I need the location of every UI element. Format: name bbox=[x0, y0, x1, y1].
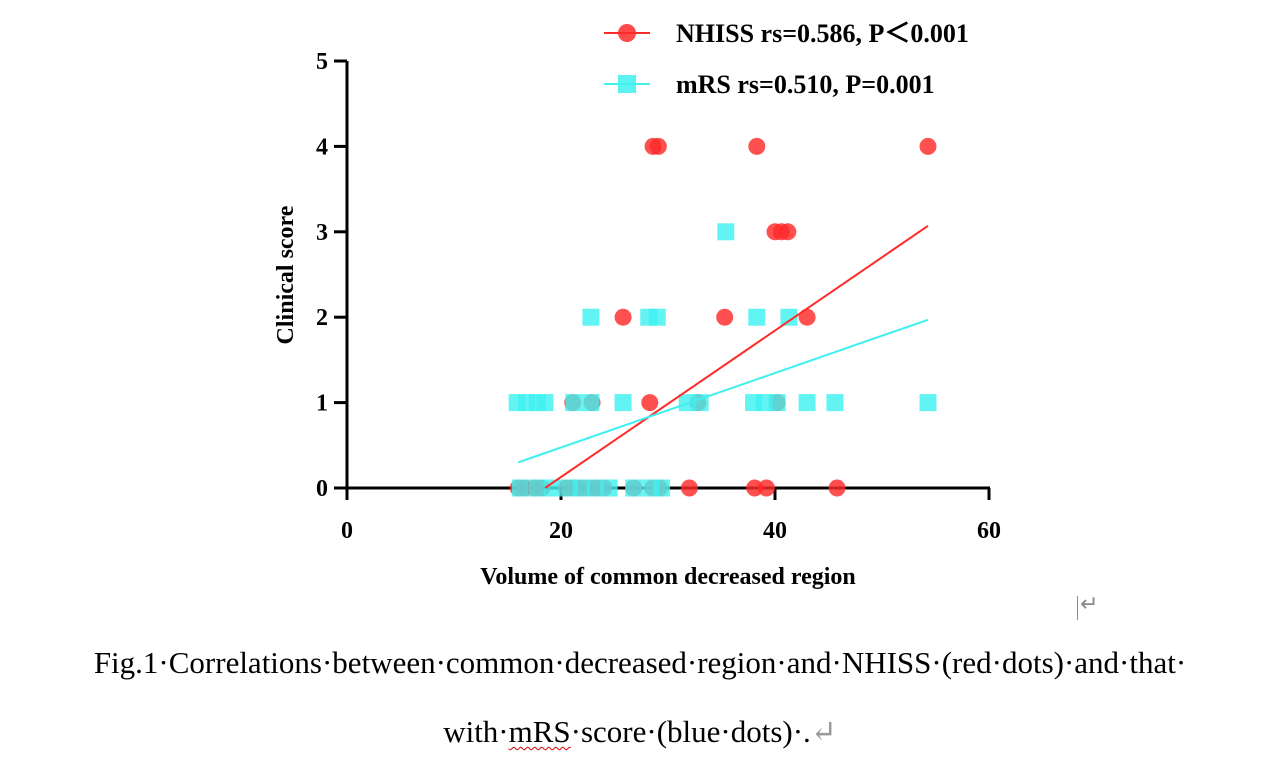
nhiss-point bbox=[680, 479, 698, 497]
caption-text-2a: with· bbox=[443, 714, 509, 749]
mrs-point bbox=[586, 479, 604, 497]
x-tick-label: 60 bbox=[977, 518, 1001, 544]
y-tick-label: 2 bbox=[316, 305, 328, 331]
mrs-point bbox=[648, 308, 666, 326]
nhiss-point bbox=[919, 137, 937, 155]
mrs-point bbox=[748, 308, 766, 326]
mrs-point bbox=[614, 394, 632, 412]
mrs-point bbox=[798, 394, 816, 412]
legend: NHISS rs=0.586, P＜0.001 mRS rs=0.510, P=0… bbox=[604, 19, 969, 99]
mrs-point bbox=[582, 308, 600, 326]
mrs-point bbox=[543, 479, 561, 497]
data-marks bbox=[508, 137, 937, 497]
legend-circle-icon bbox=[618, 24, 636, 42]
x-tick-label: 20 bbox=[549, 518, 573, 544]
mrs-point bbox=[600, 479, 618, 497]
x-tick-label: 40 bbox=[763, 518, 787, 544]
legend-label: mRS rs=0.510, P=0.001 bbox=[676, 70, 935, 99]
mrs-point bbox=[717, 223, 735, 241]
nhiss-point bbox=[757, 479, 775, 497]
figure-caption-line-2: with·mRS·score·(blue·dots)·.↵ bbox=[0, 714, 1280, 750]
y-tick-label: 3 bbox=[316, 220, 328, 246]
mrs-point bbox=[625, 479, 643, 497]
y-tick-label: 5 bbox=[316, 49, 328, 75]
mrs-point bbox=[582, 394, 600, 412]
y-tick-label: 4 bbox=[316, 134, 328, 160]
mrs-point bbox=[653, 479, 671, 497]
mrs-point bbox=[565, 394, 583, 412]
mrs-point bbox=[536, 394, 554, 412]
nhiss-point bbox=[748, 137, 766, 155]
nhiss-trend-line bbox=[544, 224, 929, 489]
trend-lines bbox=[517, 224, 929, 489]
nhiss-point bbox=[716, 308, 734, 326]
paragraph-mark-icon: ↵ bbox=[1074, 590, 1104, 626]
mrs-point bbox=[755, 394, 773, 412]
y-tick-label: 0 bbox=[316, 476, 328, 502]
nhiss-point bbox=[828, 479, 846, 497]
caption-text-1: Fig.1·Correlations·between·common·decrea… bbox=[93, 645, 1187, 680]
mrs-point bbox=[572, 479, 590, 497]
y-tick-label: 1 bbox=[316, 391, 328, 417]
paragraph-return-icon: ↵ bbox=[810, 714, 837, 749]
legend-label: NHISS rs=0.586, P＜0.001 bbox=[676, 19, 969, 48]
mrs-point bbox=[511, 479, 529, 497]
mrs-trend-line bbox=[517, 318, 929, 464]
nhiss-point bbox=[746, 479, 764, 497]
axes: 0 20 40 60 0 1 2 3 4 5 bbox=[316, 49, 1001, 544]
nhiss-point bbox=[641, 394, 659, 412]
figure-caption-line-1: Fig.1·Correlations·between·common·decrea… bbox=[0, 645, 1280, 681]
mrs-point bbox=[768, 394, 786, 412]
nhiss-point bbox=[798, 308, 816, 326]
nhiss-point bbox=[649, 137, 667, 155]
x-tick-label: 0 bbox=[341, 518, 353, 544]
mrs-point bbox=[826, 394, 844, 412]
mrs-point bbox=[528, 479, 546, 497]
scatter-chart: 0 20 40 60 0 1 2 3 4 5 NHISS rs=0.586, P＜0.001 mRS… bbox=[273, 19, 1001, 590]
caption-text-2b: ·score·(blue·dots)·. bbox=[570, 714, 811, 749]
x-axis-label: Volume of common decreased region bbox=[480, 564, 856, 590]
mrs-point bbox=[780, 308, 798, 326]
nhiss-point bbox=[779, 223, 797, 241]
nhiss-point bbox=[614, 308, 632, 326]
mrs-point bbox=[919, 394, 937, 412]
legend-square-icon bbox=[618, 75, 636, 93]
spellcheck-word: mRS bbox=[508, 714, 571, 749]
y-axis-label: Clinical score bbox=[273, 205, 299, 344]
